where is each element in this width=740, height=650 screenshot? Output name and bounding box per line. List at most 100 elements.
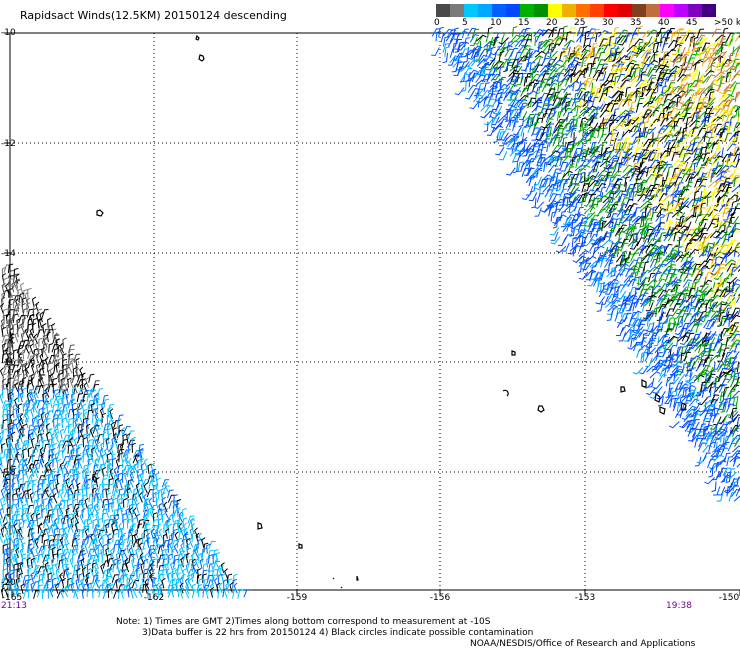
wind-barb [593,95,605,103]
wind-barb [6,487,11,499]
wind-barb [614,286,620,297]
wind-barb [731,291,737,303]
wind-barb [22,348,27,359]
wind-barb [188,577,193,589]
wind-barb [706,318,716,328]
wind-barb [476,59,488,67]
wind-barb [584,118,594,128]
wind-barb [35,462,40,474]
wind-barb [131,557,136,569]
wind-barb [599,269,609,278]
wind-barb [714,196,721,207]
wind-barb [63,489,72,498]
wind-barb [709,244,719,253]
wind-barb [702,152,711,162]
wind-barb [53,364,60,374]
wind-barb [666,111,673,122]
wind-barb [148,479,155,489]
wind-barb [471,58,481,67]
wind-barb [690,171,697,182]
wind-barb [664,296,675,305]
wind-barb [554,65,566,73]
wind-barb [720,197,728,207]
wind-barb [46,578,52,589]
wind-barb [475,34,487,42]
wind-barb [552,97,561,107]
wind-barb [142,468,148,479]
wind-barb [638,329,648,338]
wind-barb [180,563,185,574]
wind-barb [567,66,574,77]
wind-barb [117,443,123,454]
island [340,586,343,589]
wind-barb [628,317,638,326]
wind-barb [630,46,637,57]
wind-barb [733,176,740,188]
wind-barb [658,272,668,282]
wind-barb [67,549,75,558]
wind-barb [692,30,703,39]
wind-barb [15,513,21,524]
wind-barb [610,299,621,308]
wind-barb [90,567,95,578]
wind-barb [714,338,724,348]
wind-barb [621,114,632,123]
wind-barb [626,168,636,177]
wind-barb [607,82,616,92]
wind-barb [601,152,609,163]
wind-barb [516,75,524,86]
wind-barb [48,548,53,559]
wind-barb [737,307,740,317]
wind-barb [655,252,661,264]
wind-barb [659,65,670,74]
wind-barb [611,126,618,137]
wind-barb [67,503,73,514]
wind-barb [658,359,668,368]
wind-barb [659,36,667,47]
wind-barb [144,578,150,590]
wind-barb [608,191,615,202]
wind-barb [518,94,529,103]
wind-barb [645,126,657,135]
wind-barb [570,184,580,193]
wind-barb [122,433,127,444]
wind-barb [126,487,131,498]
wind-barb [686,419,696,429]
wind-barb [218,582,223,594]
wind-barb [620,242,629,252]
wind-barb [19,282,25,294]
wind-barb [596,208,606,217]
wind-barb [717,249,728,258]
wind-barb [70,577,75,588]
wind-barb [1,378,7,389]
color-scale-label: 35 [630,18,642,28]
wind-barb [486,73,496,83]
wind-barb [171,583,176,594]
wind-barb [626,154,638,162]
wind-barb [185,583,190,595]
wind-barb [701,114,712,123]
wind-barb [685,116,692,127]
wind-barb [718,442,728,452]
wind-barb [444,46,450,57]
wind-barb [98,527,103,539]
wind-barb [546,141,553,153]
wind-barb [592,69,603,79]
wind-barb [73,437,78,448]
wind-barb [714,71,725,79]
wind-barb [534,50,546,58]
wind-barb [473,51,480,62]
wind-barb [87,548,95,558]
wind-barb [102,478,108,488]
wind-barb [725,198,735,208]
wind-barb [58,388,65,398]
wind-barb [722,414,732,424]
wind-barb [571,97,581,107]
wind-barb [684,384,696,392]
wind-barb [129,471,135,483]
wind-barb [674,177,682,187]
wind-barb [602,97,609,108]
wind-barb [548,193,557,203]
wind-barb [693,79,704,88]
wind-barb [635,172,644,182]
